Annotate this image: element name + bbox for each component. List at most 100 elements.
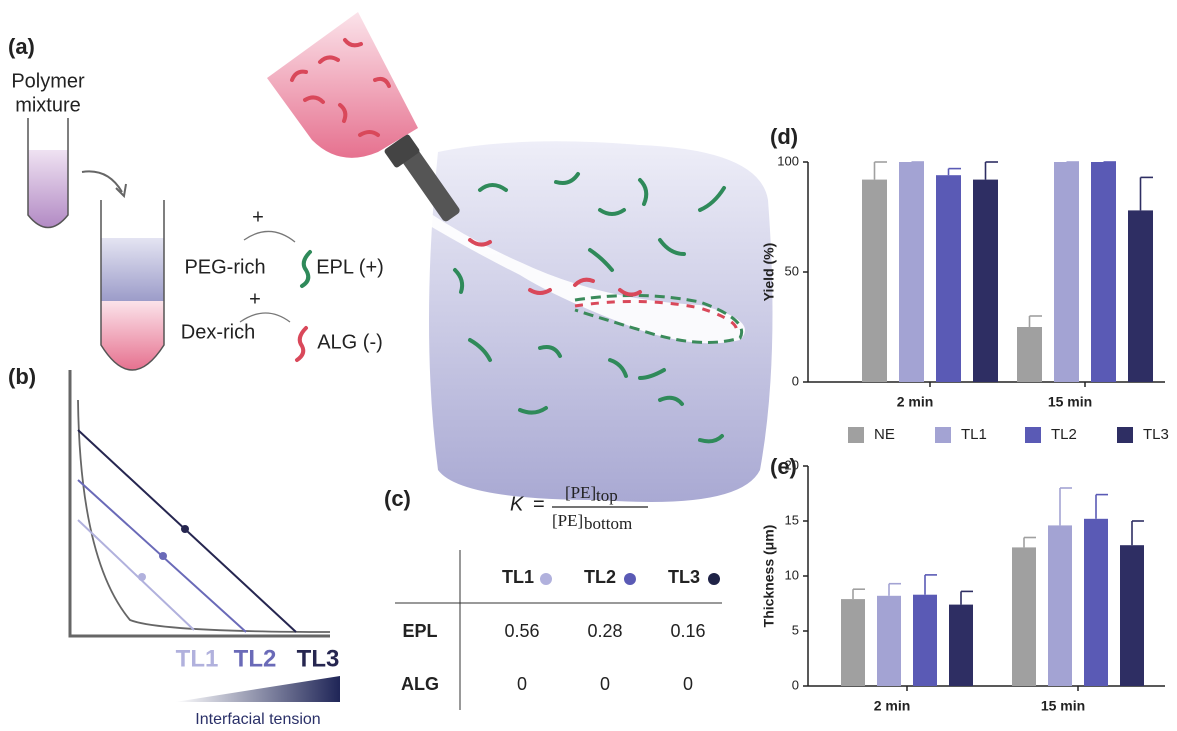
error-bar [889,584,901,596]
panel-c: (c) K = [PE] top [PE] bottom TL1 TL2 TL3… [384,483,722,710]
dex-rich-text: Dex-rich [181,321,255,343]
legend-label: NE [874,426,895,443]
error-bar [1096,495,1108,519]
panel-label: (b) [8,364,36,389]
table-cell: 0.16 [670,621,705,641]
tie-dot [138,573,146,581]
mixture-text: mixture [15,94,81,116]
dex-phase [101,301,164,370]
tie-label: TL3 [297,645,340,672]
panel-label: (d) [770,124,798,149]
bar [949,605,973,686]
formula-den: [PE] [552,511,583,530]
table-cell: 0.28 [587,621,622,641]
col-header: TL1 [502,567,534,587]
formula-num: [PE] [565,483,596,502]
error-bar [1024,538,1036,548]
binodal [78,400,330,632]
x-tick-label: 2 min [874,698,911,714]
tie-dot [159,552,167,560]
peg-phase [101,238,164,301]
col-header: TL2 [584,567,616,587]
phase-axes [70,370,330,636]
panel-b: (b) TL1 TL2 TL3 Interfacial tension [8,364,340,728]
bar [1120,545,1144,686]
error-bar [875,162,888,180]
error-bar [1060,488,1072,525]
col-header: TL3 [668,567,700,587]
tension-text: Interfacial tension [195,711,320,728]
formula-sub: top [596,486,618,505]
col-dot [540,573,552,585]
legend-label: TL3 [1143,426,1169,443]
error-bar [1030,316,1043,327]
panel-a: (a) Polymer mixture PEG-rich Dex-rich + … [8,12,773,502]
peg-rich-text: PEG-rich [184,256,265,278]
x-tick-label: 2 min [897,394,934,410]
tube-mixture [28,150,68,228]
bar [936,175,961,382]
col-dot [708,573,720,585]
y-tick-label: 10 [785,567,799,582]
bar [1048,525,1072,686]
legend-label: TL1 [961,426,987,443]
legend-swatch [935,427,951,443]
bar [877,596,901,686]
y-tick-label: 15 [785,512,799,527]
error-bar [961,591,973,604]
figure: (a) Polymer mixture PEG-rich Dex-rich + … [0,0,1177,731]
bar [1128,210,1153,382]
row-header: ALG [401,674,439,694]
tension-gradient [175,676,340,702]
syringe [267,12,418,158]
bar [1084,519,1108,686]
tie-dot [181,525,189,533]
formula-eq: = [533,493,545,515]
panel-label: (c) [384,486,411,511]
table-cell: 0 [683,674,693,694]
error-bar [853,589,865,599]
col-dot [624,573,636,585]
y-tick-label: 5 [792,622,799,637]
x-tick-label: 15 min [1041,698,1085,714]
bar [1017,327,1042,382]
error-bar [925,575,937,595]
tie-label: TL1 [176,645,219,672]
bar [913,595,937,686]
epl-chain [302,252,310,286]
y-axis-label: Yield (%) [761,243,777,302]
bar [973,180,998,382]
y-tick-label: 0 [792,373,799,388]
bar [1054,162,1079,382]
plus-text: + [249,288,261,310]
error-bar [986,162,999,180]
bar [1091,162,1116,382]
mixture-text: Polymer [11,70,85,92]
table-cell: 0 [517,674,527,694]
y-tick-label: 0 [792,677,799,692]
epl-text: EPL (+) [316,256,384,278]
bar [841,599,865,686]
tie-line [78,520,194,630]
error-bar [949,169,962,176]
formula-k: K [510,493,525,515]
x-tick-label: 15 min [1048,394,1092,410]
error-bar [1141,177,1154,210]
alg-text: ALG (-) [317,331,383,353]
legend-swatch [848,427,864,443]
tie-label: TL2 [234,645,277,672]
arc [244,231,295,242]
legend-label: TL2 [1051,426,1077,443]
y-tick-label: 50 [785,263,799,278]
bar [862,180,887,382]
bar [899,162,924,382]
y-tick-label: 100 [777,153,799,168]
legend-swatch [1117,427,1133,443]
bar [1012,547,1036,686]
error-bar [1132,521,1144,545]
alg-chain [297,328,306,360]
panel-label: (a) [8,34,35,59]
y-axis-label: Thickness (μm) [761,525,777,628]
